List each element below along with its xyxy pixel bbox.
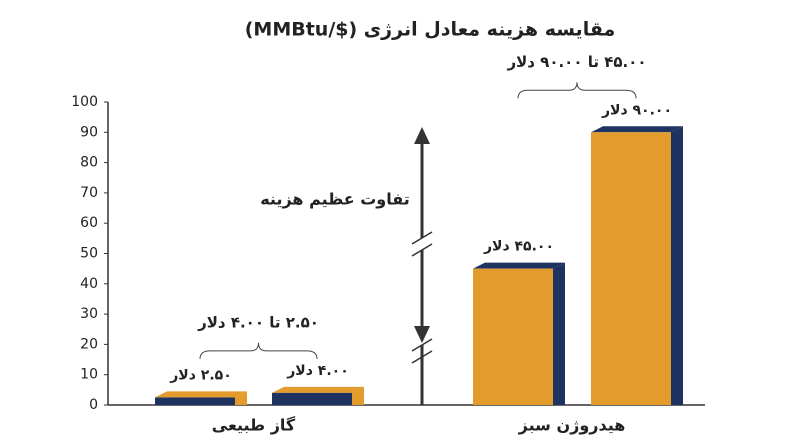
range-brace xyxy=(199,342,318,359)
value-label: ۲.۵۰ دلار xyxy=(169,367,232,383)
y-tick-label: 60 xyxy=(80,215,98,231)
y-tick-label: 90 xyxy=(80,124,98,140)
y-tick-label: 10 xyxy=(80,367,98,383)
bar-side xyxy=(553,262,565,405)
gap-arrow xyxy=(411,127,433,405)
bar-top xyxy=(272,386,364,393)
y-tick-label: 0 xyxy=(89,397,98,413)
bar-top xyxy=(591,126,683,133)
bar xyxy=(272,392,352,405)
value-label: ۹۰.۰۰ دلار xyxy=(601,102,672,118)
bar xyxy=(591,132,671,406)
y-tick-label: 70 xyxy=(80,185,98,201)
y-tick-label: 100 xyxy=(71,94,98,110)
y-tick-label: 30 xyxy=(80,306,98,322)
y-tick-label: 40 xyxy=(80,276,98,292)
x-tick-label: گاز طبیعی xyxy=(212,416,296,435)
chart-title: مقایسه هزینه معادل انرژی ($/MMBtu) xyxy=(245,19,616,41)
range-label: ۲.۵۰ تا ۴.۰۰ دلار xyxy=(197,313,319,331)
range-brace xyxy=(517,82,637,99)
gap-label: تفاوت عظیم هزینه xyxy=(260,190,410,209)
value-label: ۴۵.۰۰ دلار xyxy=(483,239,554,255)
bar xyxy=(155,397,235,405)
bar xyxy=(473,268,553,405)
bar-top xyxy=(155,391,247,398)
bar-side xyxy=(671,126,683,406)
bar-side xyxy=(352,386,364,405)
value-label: ۴.۰۰ دلار xyxy=(286,363,349,379)
y-tick-label: 80 xyxy=(80,155,98,171)
range-label: ۴۵.۰۰ تا ۹۰.۰۰ دلار xyxy=(506,53,646,71)
y-tick-label: 50 xyxy=(80,246,98,262)
bar-top xyxy=(473,262,565,269)
y-tick-label: 20 xyxy=(80,336,98,352)
x-tick-label: هیدروژن سبز xyxy=(518,416,626,435)
bar-side xyxy=(235,391,247,405)
